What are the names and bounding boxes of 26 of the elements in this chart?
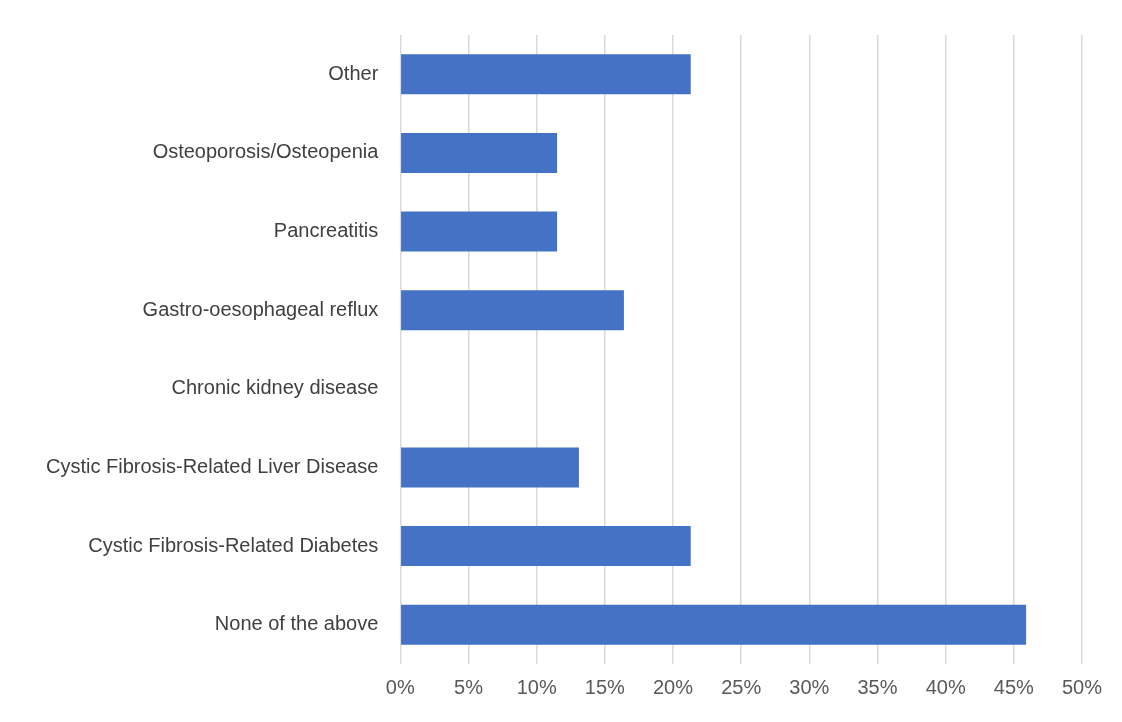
- y-tick-label: Chronic kidney disease: [171, 376, 379, 399]
- x-tick-label: 45%: [993, 675, 1035, 698]
- bar: [401, 604, 1027, 645]
- y-tick-label: Pancreatitis: [273, 219, 379, 242]
- x-tick-label: 35%: [857, 675, 898, 698]
- bar: [401, 211, 558, 252]
- x-tick-label: 15%: [584, 675, 626, 698]
- bar: [401, 54, 691, 95]
- x-tick-label: 30%: [789, 675, 830, 698]
- x-tick-label: 50%: [1061, 675, 1103, 698]
- y-tick-label: Cystic Fibrosis-Related Diabetes: [88, 533, 379, 556]
- bar: [401, 290, 624, 331]
- bar: [401, 526, 691, 567]
- x-tick-label: 0%: [385, 675, 415, 698]
- x-tick-label: 20%: [652, 675, 694, 698]
- y-tick-label: Cystic Fibrosis-Related Liver Disease: [46, 454, 379, 477]
- x-tick-label: 25%: [721, 675, 762, 698]
- bar: [401, 132, 558, 173]
- x-tick-label: 10%: [516, 675, 557, 698]
- bar: [401, 447, 579, 488]
- x-tick-label: 5%: [454, 675, 484, 698]
- y-tick-label: Osteoporosis/Osteopenia: [152, 140, 380, 163]
- y-tick-label: Other: [328, 61, 379, 84]
- x-tick-label: 40%: [925, 675, 966, 698]
- y-tick-label: None of the above: [214, 612, 379, 635]
- y-tick-label: Gastro-oesophageal reflux: [142, 297, 379, 320]
